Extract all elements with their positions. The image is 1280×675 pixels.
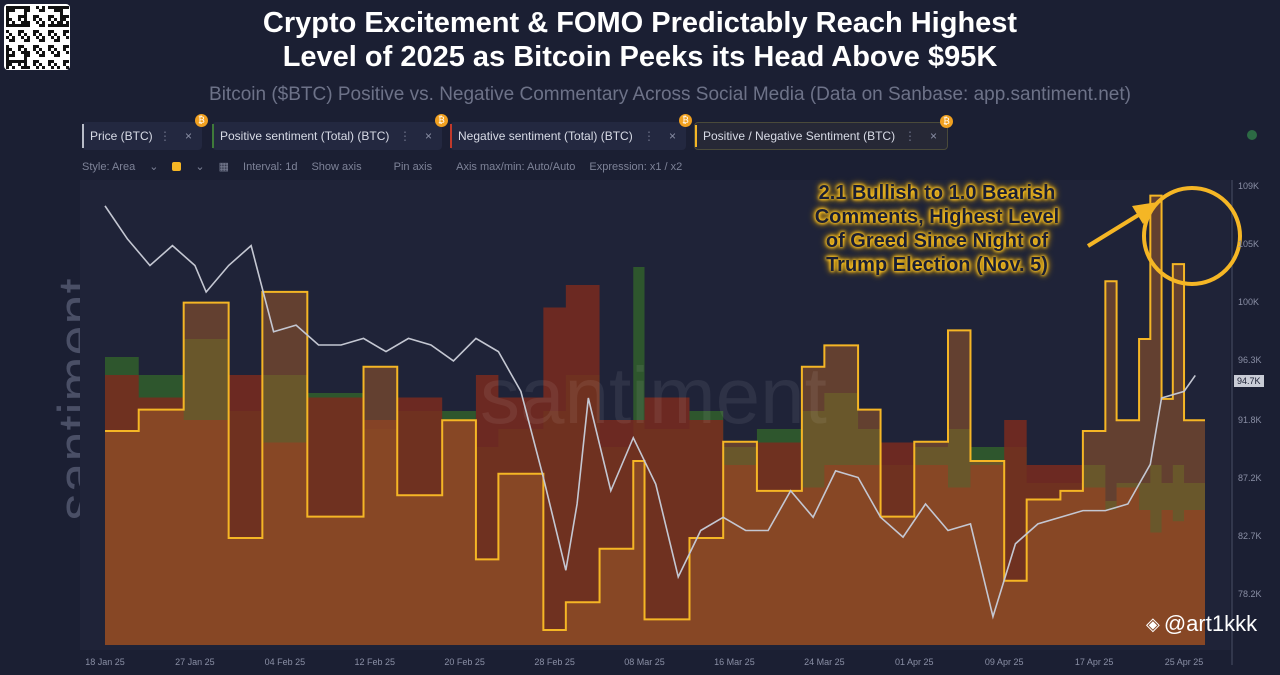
close-icon[interactable]: ×: [668, 129, 676, 143]
bitcoin-icon: ₿: [679, 114, 692, 127]
annotation: 2.1 Bullish to 1.0 Bearish Comments, Hig…: [782, 181, 1092, 277]
y-tick-label: 78.2K: [1238, 589, 1262, 599]
calendar-icon: ▦: [218, 161, 230, 173]
current-price-badge: 94.7K: [1234, 375, 1264, 387]
arrow-shaft: [1086, 212, 1142, 248]
ratio-area: [105, 195, 1205, 645]
style-select[interactable]: Style: Area: [82, 160, 136, 173]
x-tick-label: 28 Feb 25: [534, 657, 575, 667]
y-tick-label: 96.3K: [1238, 355, 1262, 365]
price-line: [104, 205, 1196, 620]
y-tick-label: 91.8K: [1238, 415, 1262, 425]
tab-label: Positive sentiment (Total) (BTC): [220, 129, 390, 143]
annotation-line: 2.1 Bullish to 1.0 Bearish: [818, 182, 1056, 204]
color-bar: [450, 124, 452, 148]
more-icon[interactable]: ⋮: [158, 129, 171, 143]
y-tick-label: 109K: [1238, 181, 1260, 191]
ratio-line: [105, 194, 1205, 632]
arrow-head: [1132, 202, 1158, 224]
chevron-down-icon[interactable]: ⌄: [195, 161, 205, 173]
tab-label: Negative sentiment (Total) (BTC): [458, 129, 633, 143]
tab-positive-sentiment[interactable]: Positive sentiment (Total) (BTC) ⋮ × ₿: [212, 114, 448, 150]
color-bar: [212, 124, 214, 148]
santiment-watermark: santiment: [480, 351, 827, 440]
bitcoin-icon: ₿: [195, 114, 208, 127]
x-tick-label: 12 Feb 25: [354, 657, 396, 667]
x-tick-label: 09 Apr 25: [984, 657, 1024, 667]
more-icon[interactable]: ⋮: [903, 129, 916, 143]
expression-field[interactable]: Expression: x1 / x2: [589, 160, 683, 173]
author-handle: ◈ @art1kkk: [1146, 612, 1257, 636]
bitcoin-icon: ₿: [435, 114, 448, 127]
handle-text: @art1kkk: [1163, 611, 1258, 636]
close-icon[interactable]: ×: [929, 129, 937, 143]
x-tick-label: 16 Mar 25: [714, 657, 755, 667]
color-bar: [82, 124, 84, 148]
x-tick-label: 25 Apr 25: [1164, 657, 1204, 667]
x-tick-label: 01 Apr 25: [895, 657, 934, 667]
title-line-2: Level of 2025 as Bitcoin Peeks its Head …: [282, 41, 998, 73]
axis-maxmin-select[interactable]: Axis max/min: Auto/Auto: [456, 160, 576, 173]
y-tick-label: 100K: [1238, 297, 1260, 307]
more-icon[interactable]: ⋮: [398, 129, 411, 143]
binance-square-icon: ◈: [1146, 614, 1160, 634]
chevron-down-icon[interactable]: ⌄: [149, 161, 159, 173]
annotation-line: Comments, Highest Level: [814, 206, 1060, 228]
y-tick-label: 105K: [1238, 239, 1260, 249]
close-icon[interactable]: ×: [184, 129, 192, 143]
interval-select[interactable]: Interval: 1d: [243, 160, 298, 173]
tab-ratio[interactable]: Positive / Negative Sentiment (BTC) ⋮ × ₿: [694, 115, 953, 150]
highlight-circle: [1142, 186, 1242, 286]
x-tick-label: 27 Jan 25: [175, 657, 215, 667]
title-line-1: Crypto Excitement & FOMO Predictably Rea…: [262, 7, 1018, 39]
page-title: Crypto Excitement & FOMO Predictably Rea…: [140, 6, 1140, 74]
show-axis-toggle[interactable]: Show axis: [311, 160, 362, 173]
status-dot: [1247, 130, 1257, 140]
tab-label: Price (BTC): [90, 129, 153, 143]
x-tick-label: 08 Mar 25: [624, 657, 665, 667]
y-tick-label: 87.2K: [1238, 473, 1262, 483]
more-icon[interactable]: ⋮: [642, 129, 655, 143]
tab-negative-sentiment[interactable]: Negative sentiment (Total) (BTC) ⋮ × ₿: [450, 114, 692, 150]
x-tick-label: 17 Apr 25: [1074, 657, 1114, 667]
color-swatch[interactable]: [172, 162, 182, 171]
tab-price[interactable]: Price (BTC) ⋮ × ₿: [82, 114, 208, 150]
color-bar: [695, 125, 697, 147]
annotation-line: Trump Election (Nov. 5): [826, 254, 1048, 276]
close-icon[interactable]: ×: [424, 129, 432, 143]
x-tick-label: 04 Feb 25: [264, 657, 306, 667]
annotation-line: of Greed Since Night of: [825, 230, 1049, 252]
qr-code: [4, 4, 70, 70]
tab-label: Positive / Negative Sentiment (BTC): [703, 129, 896, 143]
x-tick-label: 24 Mar 25: [804, 657, 845, 667]
bitcoin-icon: ₿: [940, 115, 953, 128]
x-tick-label: 18 Jan 25: [85, 657, 125, 667]
toolbar: Style: Area ⌄ ⌄ ▦ Interval: 1d Show axis …: [82, 160, 683, 174]
subtitle: Bitcoin ($BTC) Positive vs. Negative Com…: [209, 84, 1131, 105]
pin-axis-toggle[interactable]: Pin axis: [393, 160, 433, 173]
x-tick-label: 20 Feb 25: [444, 657, 485, 667]
y-tick-label: 82.7K: [1238, 531, 1262, 541]
